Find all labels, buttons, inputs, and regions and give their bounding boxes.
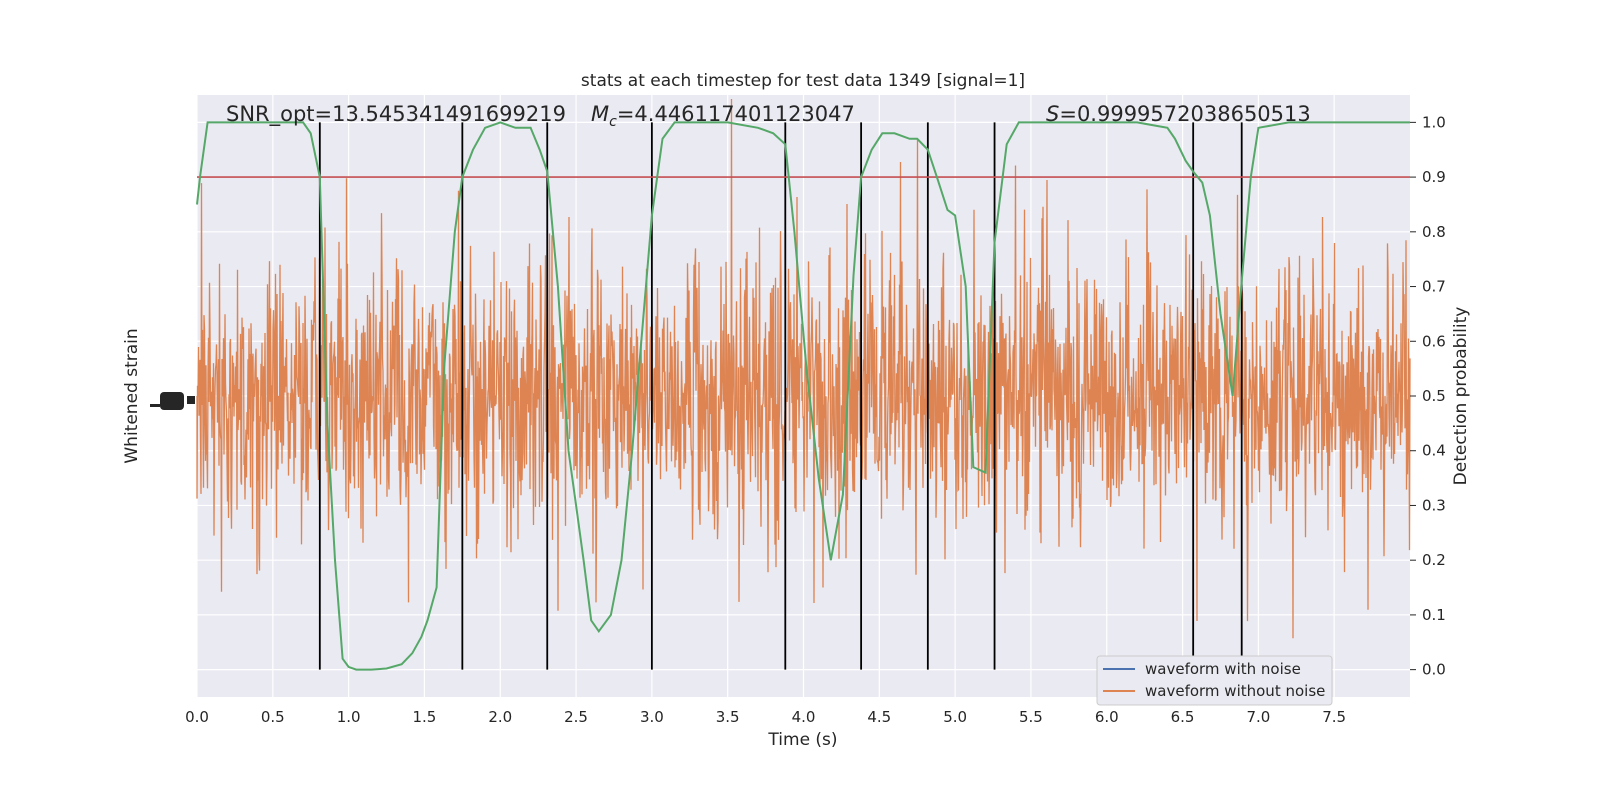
segment-lines <box>318 122 1243 670</box>
snr-annotation: SNR_opt=13.545341491699219 <box>226 102 566 127</box>
x-tick-label: 3.0 <box>640 708 664 726</box>
detection-probability-group <box>196 121 1410 671</box>
x-tick-label: 4.0 <box>792 708 816 726</box>
x-tick-label: 0.0 <box>185 708 209 726</box>
x-tick-label: 2.0 <box>488 708 512 726</box>
x-tick-label: 7.5 <box>1322 708 1346 726</box>
s-annotation: S=0.9999572038650513 <box>1046 102 1311 126</box>
y-tick-label: 0.9 <box>1422 168 1446 186</box>
left-tick-stub <box>150 392 195 410</box>
mc-annotation: Mc=4.446117401123047 <box>591 102 855 130</box>
detection-probability-line <box>196 121 1410 671</box>
y-tick-label: 0.7 <box>1422 278 1446 296</box>
x-tick-label: 0.5 <box>261 708 285 726</box>
y-tick-label: 0.6 <box>1422 332 1446 350</box>
x-tick-label: 6.0 <box>1095 708 1119 726</box>
x-tick-label: 6.5 <box>1171 708 1195 726</box>
waveform-without-noise-series <box>196 98 1411 639</box>
x-tick-label: 5.5 <box>1019 708 1043 726</box>
x-axis-label: Time (s) <box>767 730 837 750</box>
x-tick-label: 5.0 <box>943 708 967 726</box>
y-tick-label: 0.5 <box>1422 387 1446 405</box>
y-axis-label-right: Detection probability <box>1451 307 1471 486</box>
x-ticks: 0.0 0.5 1.0 1.5 2.0 2.5 3.0 3.5 4.0 4.5 5.0 5.5 6.0 6… <box>185 708 1346 726</box>
y-tick-label: 0.0 <box>1422 661 1446 679</box>
legend-label-without-noise: waveform without noise <box>1145 682 1325 700</box>
y-ticks-right: 0.0 0.1 0.2 0.3 0.4 0.5 0.6 0.7 0.8 0.9 1.0 <box>1410 113 1446 679</box>
x-tick-label: 7.0 <box>1246 708 1270 726</box>
x-tick-label: 4.5 <box>867 708 891 726</box>
x-tick-label: 1.0 <box>337 708 361 726</box>
x-tick-label: 3.5 <box>716 708 740 726</box>
x-tick-label: 1.5 <box>413 708 437 726</box>
chart-title: stats at each timestep for test data 134… <box>581 71 1025 91</box>
x-tick-label: 2.5 <box>564 708 588 726</box>
y-tick-label: 0.4 <box>1422 442 1446 460</box>
legend-box <box>1096 655 1333 706</box>
waveform-without-noise-line <box>196 98 1411 639</box>
legend-label-with-noise: waveform with noise <box>1145 660 1301 678</box>
y-tick-label: 0.3 <box>1422 496 1446 514</box>
y-tick-label: 0.8 <box>1422 223 1446 241</box>
y-axis-label-left: Whitened strain <box>122 328 142 463</box>
y-tick-label: 1.0 <box>1422 113 1446 131</box>
y-tick-label: 0.1 <box>1422 606 1446 624</box>
legend: waveform with noise waveform without noi… <box>1096 655 1333 706</box>
y-tick-label: 0.2 <box>1422 551 1446 569</box>
